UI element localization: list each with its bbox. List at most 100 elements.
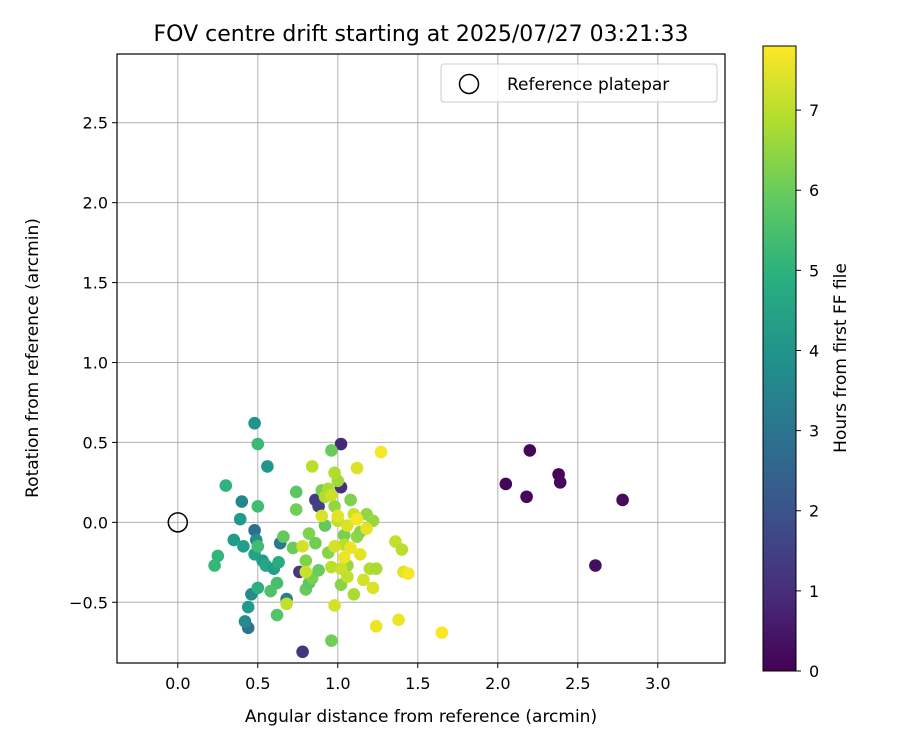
x-tick-label: 0.5 — [245, 674, 270, 693]
colorbar-tick-label: 4 — [809, 341, 819, 360]
colorbar-tick-label: 0 — [809, 662, 819, 681]
scatter-point — [305, 460, 319, 473]
y-tick-label: 2.0 — [83, 194, 108, 213]
colorbar-tick-label: 7 — [809, 101, 819, 120]
scatter-point — [553, 476, 567, 489]
colorbar-tick-label: 2 — [809, 502, 819, 521]
scatter-point — [315, 509, 329, 523]
reference-marker-layer — [167, 512, 189, 533]
scatter-point — [251, 540, 265, 553]
scatter-point — [360, 522, 373, 536]
scatter-point — [334, 437, 348, 451]
scatter-point — [272, 555, 285, 569]
scatter-point — [325, 444, 338, 457]
scatter-point — [289, 485, 303, 499]
scatter-point — [248, 416, 261, 430]
scatter-point — [241, 600, 255, 614]
colorbar-tick-label: 1 — [809, 582, 819, 601]
scatter-point — [499, 477, 513, 491]
scatter-point — [401, 567, 415, 580]
scatter-point — [337, 528, 351, 542]
x-axis-label: Angular distance from reference (arcmin) — [245, 707, 597, 727]
scatter-point — [299, 554, 313, 568]
scatter-points — [208, 416, 629, 659]
scatter-point — [318, 519, 332, 532]
y-tick-label: 0.0 — [83, 513, 108, 532]
scatter-point — [325, 560, 338, 574]
scatter-point — [296, 645, 309, 659]
scatter-point — [328, 466, 341, 480]
scatter-point — [211, 549, 225, 563]
scatter-point — [369, 562, 383, 575]
x-tick-label: 2.0 — [485, 674, 510, 693]
scatter-point — [289, 503, 303, 516]
scatter-point — [589, 559, 602, 572]
scatter-point — [523, 444, 537, 457]
scatter-point — [238, 615, 252, 628]
x-tick-label: 0.0 — [165, 674, 190, 693]
scatter-point — [344, 493, 357, 507]
scatter-point — [235, 495, 249, 508]
scatter-point — [227, 533, 241, 547]
chart-title: FOV centre drift starting at 2025/07/27 … — [154, 22, 689, 47]
scatter-point — [341, 519, 354, 532]
colorbar-label: Hours from first FF file — [831, 263, 851, 453]
scatter-point — [264, 584, 277, 598]
y-tick-label: 0.5 — [83, 433, 108, 452]
scatter-point — [277, 530, 290, 544]
grid — [117, 54, 725, 663]
scatter-point — [357, 573, 370, 587]
colorbar — [762, 45, 797, 672]
colorbar-tick-label: 3 — [809, 422, 819, 441]
scatter-point — [616, 493, 629, 507]
legend-entry-label: Reference platepar — [507, 75, 669, 95]
y-tick-label: 1.5 — [83, 274, 108, 293]
scatter-point — [286, 541, 300, 555]
scatter-point — [331, 509, 345, 523]
scatter-point — [328, 599, 341, 612]
scatter-point — [395, 543, 409, 556]
colorbar-tick-label: 6 — [809, 181, 819, 200]
scatter-point — [248, 524, 261, 537]
plot-frame — [116, 53, 726, 664]
y-axis-label: Rotation from reference (arcmin) — [23, 218, 43, 498]
scatter-point — [347, 587, 361, 601]
y-tick-label: −0.5 — [69, 593, 108, 612]
scatter-point — [280, 597, 293, 611]
scatter-point — [369, 619, 383, 633]
scatter-point — [325, 488, 338, 502]
x-tick-label: 2.5 — [565, 674, 590, 693]
scatter-point — [350, 461, 364, 475]
scatter-point — [350, 512, 364, 526]
scatter-point — [325, 634, 338, 647]
reference-platepar-marker — [167, 512, 189, 533]
scatter-point — [237, 540, 250, 553]
scatter-point — [270, 608, 284, 622]
scatter-point — [233, 512, 247, 526]
colorbar-ticks: 0 1 2 3 4 5 6 7 — [796, 101, 819, 681]
scatter-point — [219, 479, 233, 492]
x-tick-label: 1.0 — [325, 674, 350, 693]
scatter-point — [344, 541, 357, 555]
legend-open-circle-marker — [458, 73, 480, 95]
scatter-point — [435, 626, 449, 639]
scatter-point — [392, 613, 405, 627]
legend-box — [440, 63, 718, 103]
scatter-point — [299, 565, 313, 579]
x-axis-ticks: 0.0 0.5 1.0 1.5 2.0 2.5 3.0 — [165, 663, 671, 693]
y-tick-label: 2.5 — [83, 114, 108, 133]
scatter-point — [341, 570, 354, 583]
scatter-point — [337, 551, 351, 564]
scatter-point — [302, 527, 316, 540]
scatter-point — [251, 581, 265, 595]
y-tick-label: 1.0 — [83, 353, 108, 372]
scatter-point — [208, 559, 221, 572]
scatter-point — [328, 500, 341, 513]
scatter-point — [374, 445, 388, 459]
scatter-point — [312, 500, 325, 513]
colorbar-tick-label: 5 — [809, 261, 819, 280]
scatter-point — [328, 540, 341, 553]
scatter-point — [312, 563, 325, 577]
